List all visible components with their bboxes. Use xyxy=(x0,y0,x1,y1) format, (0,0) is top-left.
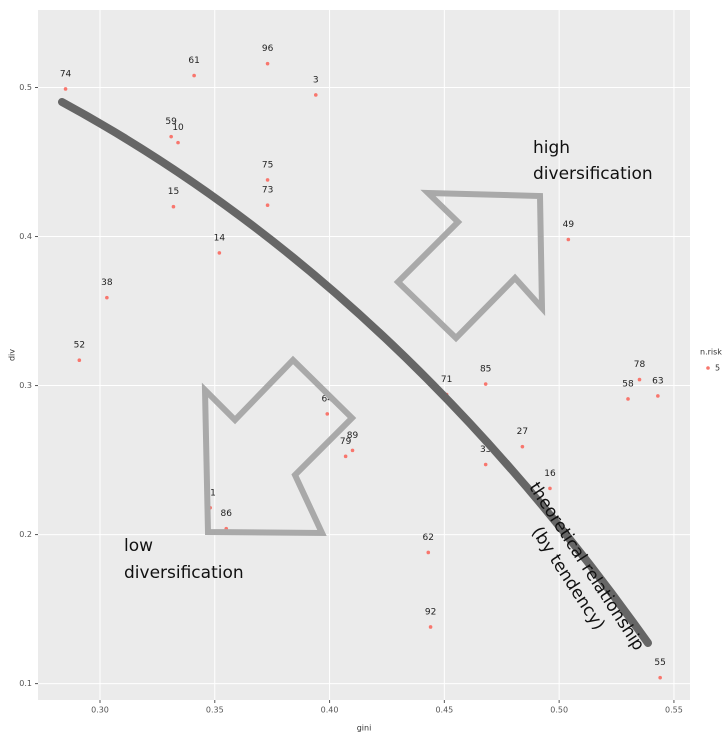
x-axis-title: gini xyxy=(357,724,372,733)
point xyxy=(520,444,525,449)
arrow-down xyxy=(201,355,357,537)
legend-label: 5 xyxy=(715,364,720,373)
point xyxy=(548,486,552,491)
point xyxy=(265,61,270,66)
point-label: 85 xyxy=(480,365,491,375)
point-label: 21 xyxy=(204,488,215,498)
grid xyxy=(38,10,690,700)
annotation: low xyxy=(124,536,153,556)
point xyxy=(105,295,109,300)
legend-swatch xyxy=(706,366,710,370)
point-label: 73 xyxy=(262,186,273,196)
point-label: 62 xyxy=(423,533,434,543)
point-label: 92 xyxy=(425,607,436,617)
point xyxy=(350,448,355,453)
point xyxy=(265,203,270,208)
point-label: 89 xyxy=(347,431,359,441)
point-label: 61 xyxy=(188,56,199,66)
point-label: 52 xyxy=(74,341,85,351)
point xyxy=(343,454,348,459)
point xyxy=(483,462,488,467)
y-tick-label: 0.3 xyxy=(19,381,32,390)
annotation: diversification xyxy=(124,563,244,583)
point xyxy=(63,87,68,91)
y-tick-label: 0.2 xyxy=(19,530,32,539)
arrow-up xyxy=(393,189,546,343)
point xyxy=(192,73,196,78)
point xyxy=(325,412,330,416)
point-label: 75 xyxy=(262,160,273,170)
point-label: 64 xyxy=(322,394,334,404)
point-label: 79 xyxy=(340,437,352,447)
point-label: 27 xyxy=(517,427,528,437)
point xyxy=(637,377,642,382)
point xyxy=(656,394,660,398)
point xyxy=(426,550,431,555)
point xyxy=(217,251,222,255)
annotation: diversification xyxy=(533,164,653,184)
plot-panel xyxy=(38,10,690,700)
point-label: 86 xyxy=(221,509,233,519)
point xyxy=(265,178,270,182)
point-label: 96 xyxy=(262,44,274,54)
point-label: 78 xyxy=(634,360,646,370)
point xyxy=(428,625,433,629)
point-label: 15 xyxy=(168,187,179,197)
point-label: 14 xyxy=(214,233,226,243)
y-tick-label: 0.4 xyxy=(19,232,32,241)
y-tick-label: 0.1 xyxy=(19,679,32,688)
point-label: 33 xyxy=(480,445,491,455)
point xyxy=(171,204,176,209)
trend-curve xyxy=(58,98,652,647)
x-tick-label: 0.40 xyxy=(321,706,339,715)
point-label: 58 xyxy=(622,379,634,389)
point-label: 38 xyxy=(101,278,113,288)
point-label: 16 xyxy=(544,469,556,479)
x-tick-label: 0.35 xyxy=(206,706,224,715)
annotation: high xyxy=(533,138,570,158)
x-tick-label: 0.45 xyxy=(435,706,453,715)
point-label: 74 xyxy=(60,69,72,79)
point xyxy=(483,382,488,386)
point xyxy=(77,358,82,363)
x-tick-label: 0.50 xyxy=(550,706,568,715)
point-label: 71 xyxy=(441,375,452,385)
point xyxy=(658,675,662,680)
point-label: 63 xyxy=(652,376,663,386)
y-axis-title: div xyxy=(8,349,17,361)
point xyxy=(566,237,571,242)
point xyxy=(169,134,173,139)
legend-title: n.risk xyxy=(700,348,722,357)
point-label: 55 xyxy=(654,658,665,668)
y-tick-label: 0.5 xyxy=(19,83,32,92)
point-label: 59 xyxy=(165,117,177,127)
point xyxy=(313,93,318,97)
x-tick-label: 0.30 xyxy=(91,706,109,715)
point-label: 10 xyxy=(172,123,184,133)
point-label: 49 xyxy=(563,220,575,230)
x-tick-label: 0.55 xyxy=(665,706,683,715)
point xyxy=(176,140,180,145)
point xyxy=(626,397,630,401)
point-label: 3 xyxy=(313,75,319,85)
